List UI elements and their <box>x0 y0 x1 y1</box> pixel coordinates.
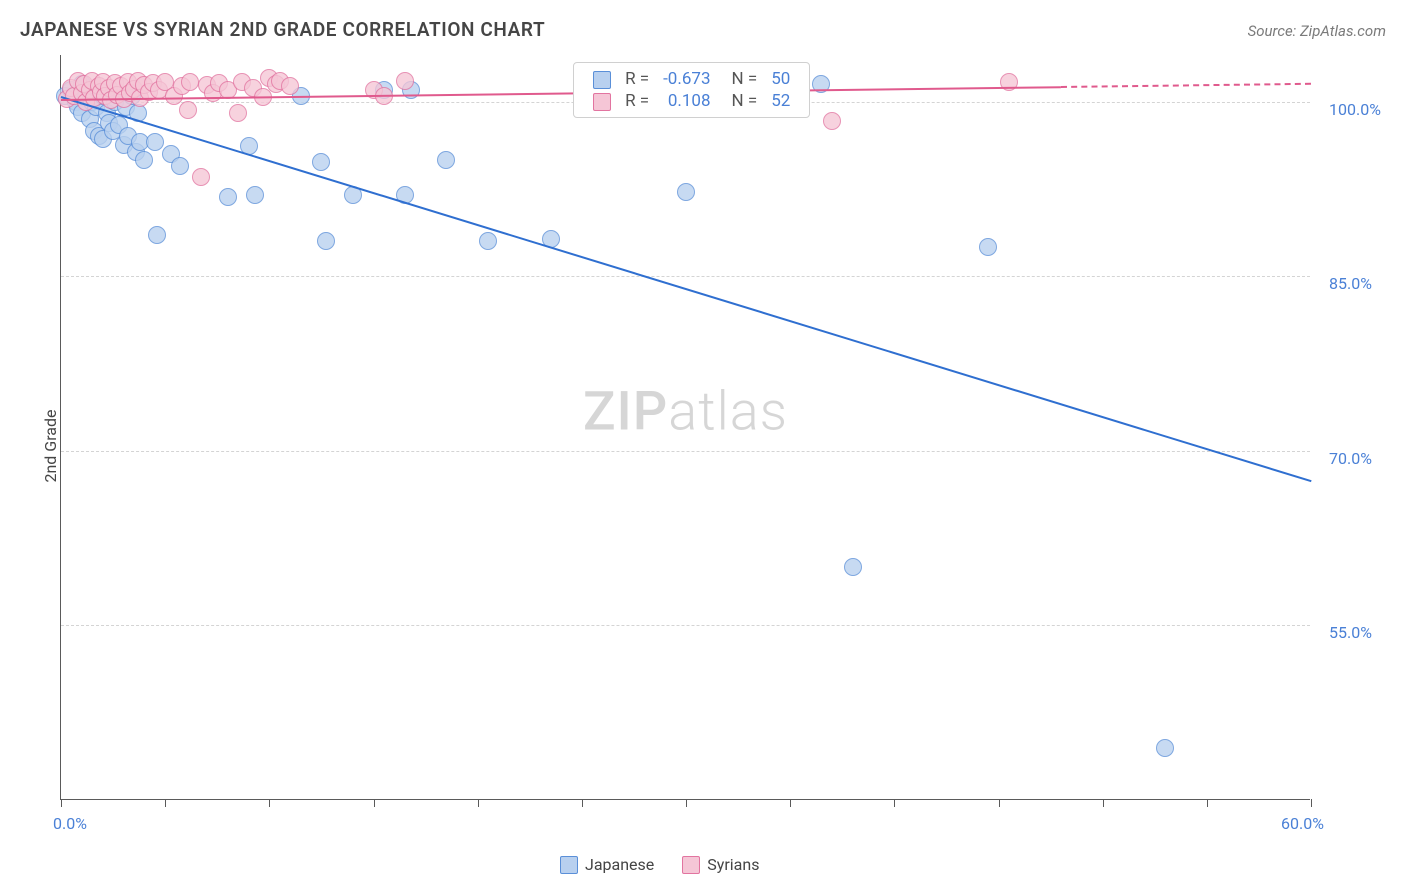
scatter-point <box>312 153 330 171</box>
scatter-point <box>179 101 197 119</box>
legend-swatch <box>682 856 700 874</box>
watermark: ZIPatlas <box>583 381 788 444</box>
scatter-point <box>219 188 237 206</box>
trend-line-dashed <box>1061 83 1311 88</box>
watermark-rest: atlas <box>668 381 788 444</box>
scatter-point <box>823 112 841 130</box>
y-axis-label: 2nd Grade <box>41 409 60 482</box>
gridline-h <box>61 276 1310 277</box>
scatter-point <box>844 558 862 576</box>
x-tick <box>374 799 375 807</box>
scatter-point <box>148 226 166 244</box>
legend-stats-table: R =-0.673N =50R =0.108N =52 <box>586 68 797 112</box>
legend-item: Syrians <box>682 855 759 874</box>
legend-item: Japanese <box>560 855 654 874</box>
gridline-h <box>61 625 1310 626</box>
y-tick-label: 100.0% <box>1329 100 1381 119</box>
watermark-strong: ZIP <box>583 381 668 444</box>
x-tick <box>1103 799 1104 807</box>
plot-area: ZIPatlas 55.0%70.0%85.0%100.0%0.0%60.0%R… <box>60 55 1310 800</box>
scatter-point <box>281 77 299 95</box>
scatter-point <box>246 186 264 204</box>
x-tick <box>1207 799 1208 807</box>
legend-swatch <box>593 71 611 89</box>
legend-swatch <box>560 856 578 874</box>
source-label: Source: ZipAtlas.com <box>1248 22 1386 40</box>
scatter-point <box>1156 739 1174 757</box>
legend-swatch <box>593 93 611 111</box>
scatter-point <box>135 151 153 169</box>
y-tick-label: 55.0% <box>1329 623 1372 642</box>
x-tick <box>999 799 1000 807</box>
x-tick-label: 0.0% <box>53 814 87 833</box>
y-tick-label: 70.0% <box>1329 449 1372 468</box>
trend-line <box>61 96 1312 482</box>
legend-label: Japanese <box>585 855 654 874</box>
x-tick-label: 60.0% <box>1281 814 1324 833</box>
gridline-h <box>61 451 1310 452</box>
x-tick <box>165 799 166 807</box>
x-tick <box>478 799 479 807</box>
scatter-point <box>146 133 164 151</box>
plot-wrap: ZIPatlas 55.0%70.0%85.0%100.0%0.0%60.0%R… <box>60 55 1310 800</box>
scatter-point <box>181 73 199 91</box>
legend-label: Syrians <box>707 855 759 874</box>
scatter-point <box>396 72 414 90</box>
x-tick <box>269 799 270 807</box>
scatter-point <box>192 168 210 186</box>
legend-stats: R =-0.673N =50R =0.108N =52 <box>573 62 810 118</box>
scatter-point <box>317 232 335 250</box>
x-tick <box>894 799 895 807</box>
scatter-point <box>171 157 189 175</box>
x-tick <box>686 799 687 807</box>
x-tick <box>61 799 62 807</box>
y-tick-label: 85.0% <box>1329 274 1372 293</box>
scatter-point <box>677 183 695 201</box>
x-tick <box>582 799 583 807</box>
scatter-point <box>437 151 455 169</box>
scatter-point <box>479 232 497 250</box>
chart-title: JAPANESE VS SYRIAN 2ND GRADE CORRELATION… <box>20 18 545 41</box>
x-tick <box>1311 799 1312 807</box>
x-tick <box>790 799 791 807</box>
scatter-point <box>979 238 997 256</box>
legend-bottom: Japanese Syrians <box>560 855 759 874</box>
scatter-point <box>229 104 247 122</box>
